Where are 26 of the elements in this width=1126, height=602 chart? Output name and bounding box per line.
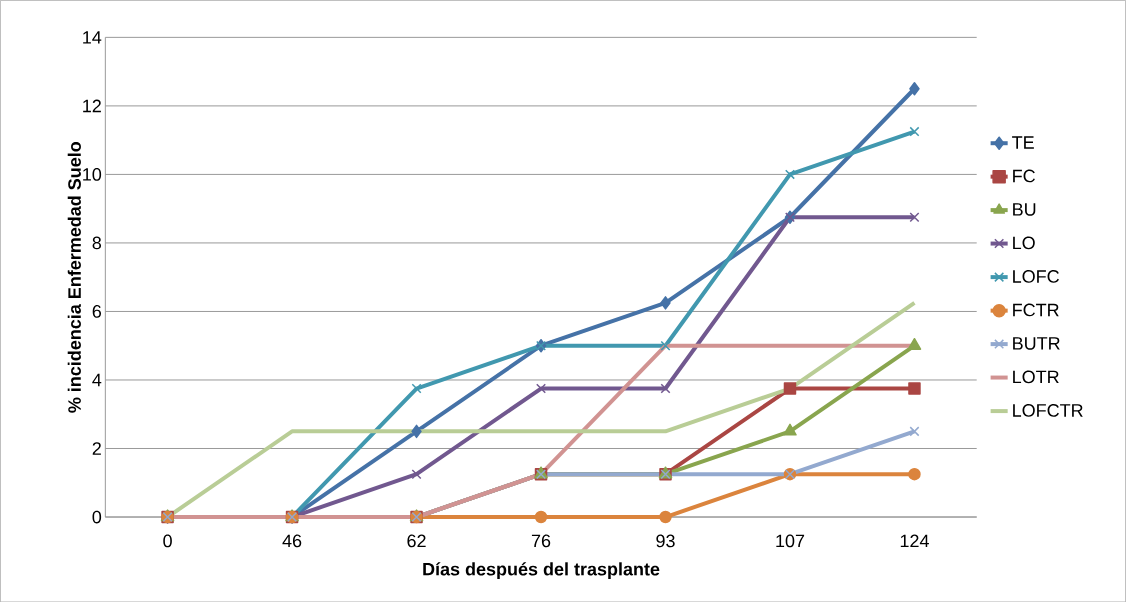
legend-label: LOFC — [1013, 269, 1059, 283]
y-tick-label: 6 — [92, 304, 102, 318]
x-tick-label: 62 — [407, 534, 426, 548]
y-axis-title: % incidencia Enfermedad Suelo — [67, 141, 81, 413]
legend-label: TE — [1012, 136, 1034, 149]
y-tick-label: 4 — [92, 373, 102, 386]
legend-label: FC — [1013, 169, 1035, 183]
y-tick-label: 12 — [83, 99, 101, 112]
legend-label: LOFCTR — [1013, 403, 1083, 417]
x-tick-label: 107 — [776, 534, 805, 548]
legend-label: LOTR — [1013, 370, 1059, 384]
y-tick-label: 14 — [83, 31, 102, 44]
y-tick-label: 2 — [92, 442, 101, 455]
x-tick-label: 93 — [656, 534, 675, 548]
y-tick-label: 10 — [83, 167, 102, 181]
x-axis-title: Días después del trasplante — [423, 561, 660, 579]
legend-label: BUTR — [1013, 336, 1060, 350]
y-tick-label: 0 — [92, 510, 102, 524]
x-tick-label: 46 — [282, 534, 302, 548]
legend-label: BU — [1013, 203, 1036, 216]
legend-label: LO — [1013, 236, 1035, 250]
legend-label: FCTR — [1013, 303, 1059, 317]
x-tick-label: 0 — [163, 534, 172, 548]
x-tick-label: 76 — [531, 534, 551, 548]
y-tick-label: 8 — [92, 236, 102, 250]
x-tick-label: 124 — [900, 534, 929, 547]
